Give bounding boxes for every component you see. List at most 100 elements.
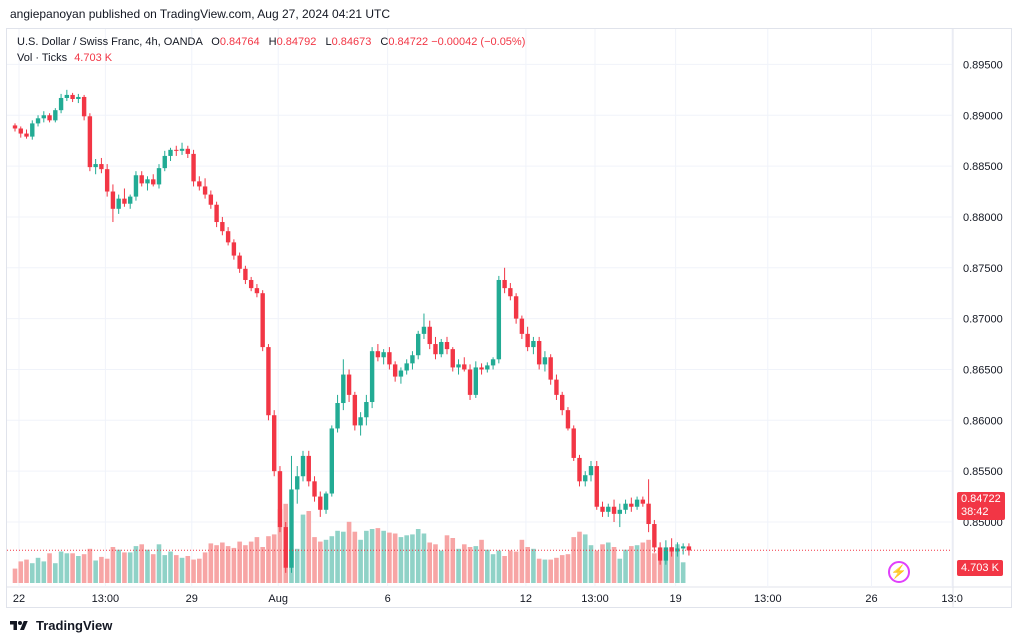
volume-bar (271, 534, 277, 583)
open-value: 0.84764 (219, 36, 260, 48)
volume-bar (600, 544, 605, 583)
x-tick-label: 19 (670, 593, 682, 605)
volume-bar (18, 561, 24, 583)
candle-body (306, 455, 311, 482)
volume-bar (582, 534, 588, 583)
chart-panel[interactable]: 0.89500 0.89000 0.88500 0.88000 0.87500 0.870… (6, 28, 1012, 608)
candle-body (128, 196, 133, 204)
volume-bar (208, 543, 214, 583)
volume-bar (404, 535, 409, 583)
volume-bar (554, 557, 559, 583)
volume-bar (173, 555, 179, 583)
candle-body (323, 493, 329, 510)
volume-bar (485, 549, 490, 583)
candle-body (479, 367, 484, 370)
candle-body (577, 457, 582, 482)
candle-body (565, 410, 571, 429)
candle-body (277, 471, 283, 528)
candle-body (300, 455, 306, 477)
volume-bar (341, 531, 346, 583)
change-value: −0.00042 (−0.05%) (431, 36, 526, 48)
candle-body (502, 279, 507, 289)
volume-bar (381, 530, 386, 583)
candle-body (623, 503, 628, 510)
volume-bar (220, 542, 225, 583)
volume-bar (41, 561, 47, 583)
volume-bar (450, 538, 456, 583)
volume-bar (116, 549, 121, 583)
volume-bar (122, 552, 127, 583)
volume-bar (438, 550, 444, 583)
candle-body (266, 347, 271, 416)
candle-body (600, 506, 605, 512)
candle-body (686, 546, 692, 551)
candle-body (583, 475, 588, 482)
candle-body (450, 349, 455, 368)
candlestick-chart[interactable]: 0.89500 0.89000 0.88500 0.88000 0.87500 0.870… (7, 29, 1011, 607)
candle-body (254, 288, 260, 294)
volume-bar (12, 568, 18, 583)
candle-body (358, 417, 363, 426)
volume-bar (364, 530, 369, 583)
volume-bar (335, 530, 340, 583)
x-tick-label: 29 (186, 593, 198, 605)
volume-bar (58, 551, 64, 583)
y-tick-label: 0.89000 (963, 110, 1003, 122)
candle-body (162, 155, 167, 169)
candle-body (554, 379, 559, 395)
publisher-caption: angiepanoyan published on TradingView.co… (10, 7, 391, 21)
candle-body (185, 148, 190, 154)
volume-bar (104, 558, 110, 583)
volume-bar (294, 548, 300, 583)
x-tick-label: 13:00 (581, 593, 609, 605)
volume-bar (473, 546, 479, 583)
candle-body (295, 476, 300, 490)
volume-bar (99, 556, 104, 583)
candle-body (369, 351, 375, 403)
volume-bar (605, 542, 611, 583)
volume-bar (461, 544, 467, 583)
candle-body (421, 326, 427, 334)
volume-bar (640, 542, 646, 583)
candle-body (352, 394, 358, 426)
candle-body (197, 181, 202, 187)
last-price-tag: 0.84722 38:42 (957, 492, 1005, 520)
volume-bar (617, 558, 623, 583)
x-tick-label: 13:00 (92, 593, 120, 605)
high-value: 0.84792 (276, 36, 317, 48)
y-tick-label: 0.89500 (963, 59, 1003, 71)
candle-body (433, 344, 438, 355)
close-key: C (380, 36, 389, 48)
candle-body (346, 374, 352, 395)
candle-body (231, 242, 237, 256)
candle-body (12, 125, 18, 129)
volume-tag: 4.703 K (957, 560, 1003, 576)
candle-body (70, 94, 75, 99)
symbol-title[interactable]: U.S. Dollar / Swiss Franc, 4h, OANDA (17, 36, 203, 48)
candle-body (416, 333, 421, 356)
candle-body (104, 169, 110, 192)
y-tick-label: 0.86500 (963, 364, 1003, 376)
volume-bar (519, 539, 525, 583)
candle-body (588, 466, 594, 476)
candle-body (168, 149, 173, 156)
candle-body (220, 222, 225, 232)
candle-body (669, 547, 674, 552)
volume-bar (663, 548, 669, 583)
volume-label[interactable]: Vol · Ticks (17, 52, 68, 64)
volume-bar (513, 551, 519, 583)
volume-bar (76, 556, 81, 583)
candle-body (387, 352, 392, 365)
volume-bar (323, 539, 329, 583)
candle-body (375, 351, 381, 358)
high-key: H (268, 36, 277, 48)
volume-bar (110, 547, 116, 583)
lightning-icon[interactable]: ⚡ (888, 561, 910, 583)
candle-body (594, 466, 599, 507)
volume-bar (415, 529, 421, 583)
volume-bar (260, 547, 265, 583)
candle-body (260, 293, 265, 348)
candle-body (467, 369, 473, 395)
candle-body (560, 394, 565, 411)
volume-bar (479, 539, 484, 583)
